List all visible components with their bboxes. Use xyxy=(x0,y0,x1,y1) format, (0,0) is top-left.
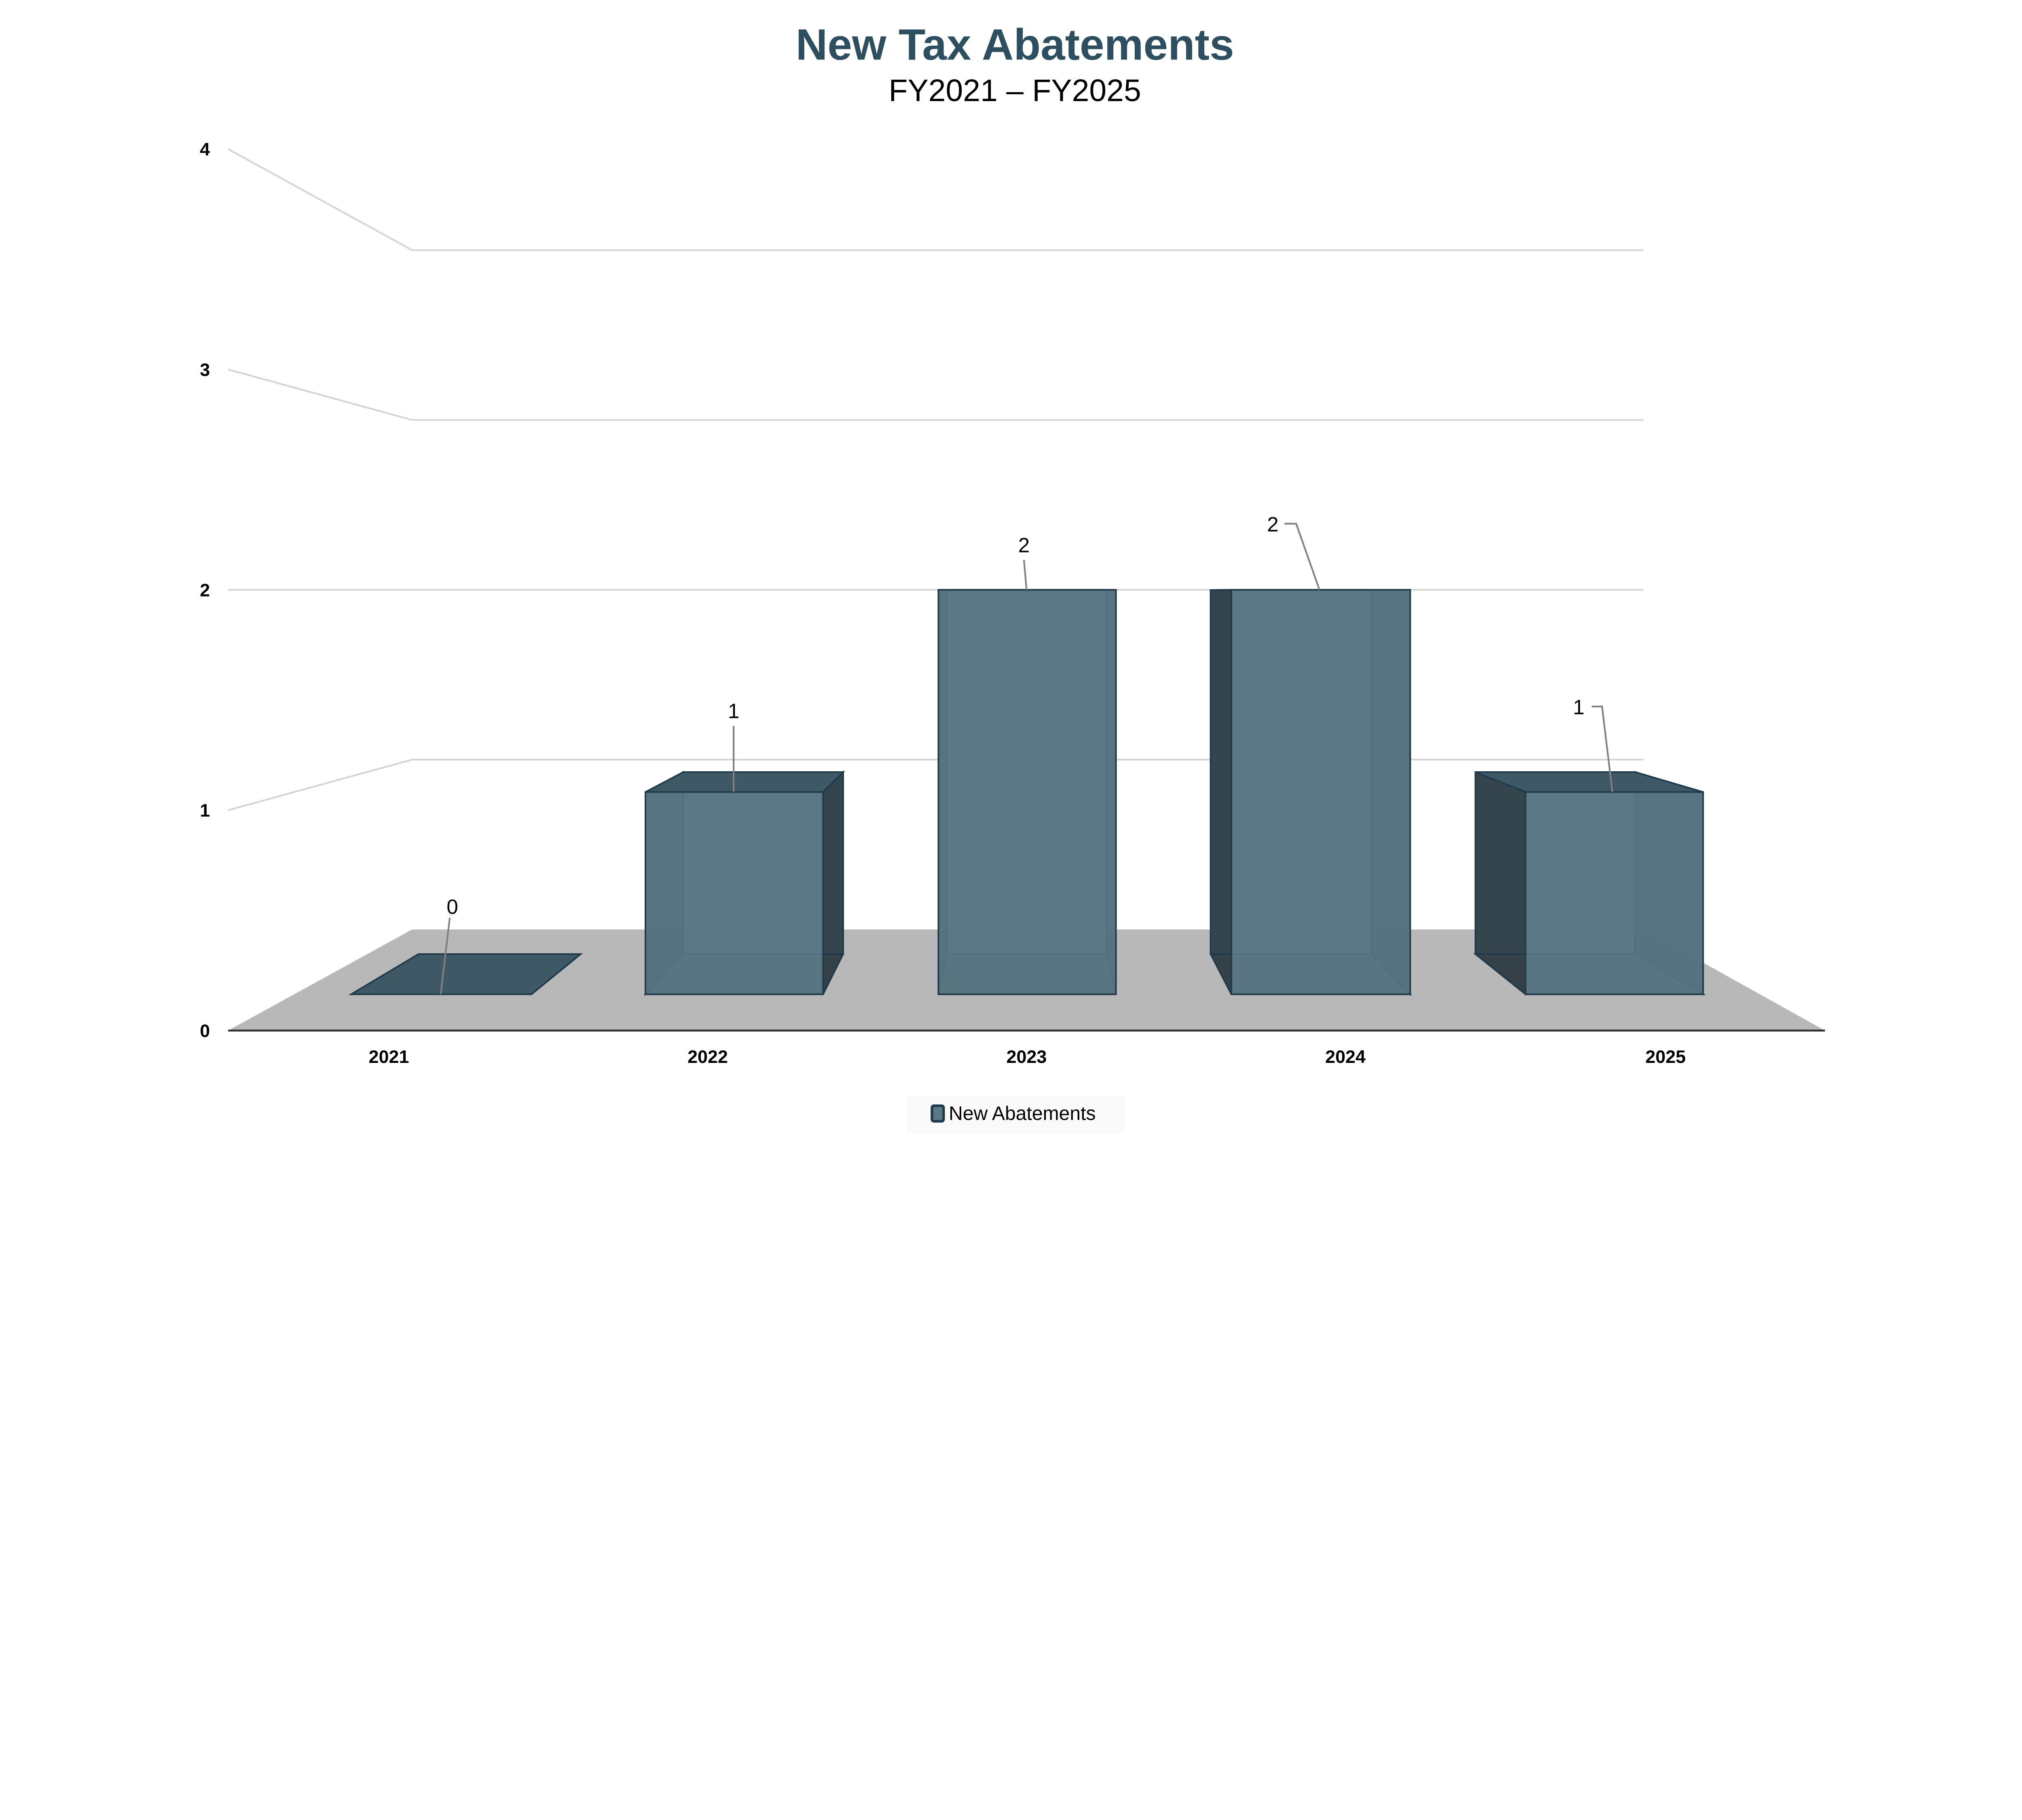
leader-line xyxy=(1023,560,1028,590)
bar-front-face xyxy=(937,589,1117,995)
bar-2022 xyxy=(643,770,845,997)
y-tick-label: 0 xyxy=(200,1020,210,1041)
chart-title: New Tax Abatements xyxy=(796,20,1234,69)
leader-line xyxy=(440,917,451,995)
x-tick-label: 2022 xyxy=(687,1046,728,1067)
bars xyxy=(348,589,1706,997)
bar-2023 xyxy=(937,589,1117,995)
legend[interactable]: New Abatements xyxy=(907,1095,1125,1133)
gridlines xyxy=(228,148,1644,811)
bar-2024 xyxy=(1209,589,1412,997)
bar-front-face xyxy=(1525,791,1704,995)
data-label: 1 xyxy=(728,700,740,723)
x-tick-label: 2025 xyxy=(1646,1046,1686,1067)
legend-swatch xyxy=(931,1104,945,1123)
data-label: 0 xyxy=(446,895,458,918)
gridline xyxy=(228,368,1644,421)
leader-line xyxy=(1284,523,1320,590)
data-label: 1 xyxy=(1573,696,1585,719)
y-tick-label: 3 xyxy=(200,359,210,380)
x-tick-label: 2023 xyxy=(1007,1046,1047,1067)
bar-2021 xyxy=(348,953,583,995)
chart: New Tax Abatements FY2021 – FY2025 0 1 2 2 1… xyxy=(200,20,1825,1133)
legend-label: New Abatements xyxy=(949,1103,1096,1124)
y-axis: 0 1 2 3 4 xyxy=(200,139,210,1041)
y-tick-label: 2 xyxy=(200,580,210,600)
bar-front-face xyxy=(1230,589,1411,995)
bar-front-face xyxy=(645,791,824,995)
y-tick-label: 4 xyxy=(200,139,210,160)
bar-side-face xyxy=(1210,589,1232,995)
gridline xyxy=(228,759,1644,811)
chart-subtitle: FY2021 – FY2025 xyxy=(888,73,1141,108)
x-tick-label: 2024 xyxy=(1325,1046,1366,1067)
data-label: 2 xyxy=(1018,533,1030,557)
bar-top-face xyxy=(645,771,845,793)
data-labels: 0 1 2 2 1 xyxy=(440,513,1614,995)
gridline xyxy=(228,148,1644,251)
data-label: 2 xyxy=(1267,513,1279,536)
y-tick-label: 1 xyxy=(200,800,210,821)
x-tick-label: 2021 xyxy=(369,1046,409,1067)
x-axis: 2021 2022 2023 2024 2025 xyxy=(369,1046,1686,1067)
bar-2025 xyxy=(1473,771,1706,996)
bar-top-face xyxy=(348,953,583,995)
leader-line xyxy=(1591,705,1614,792)
